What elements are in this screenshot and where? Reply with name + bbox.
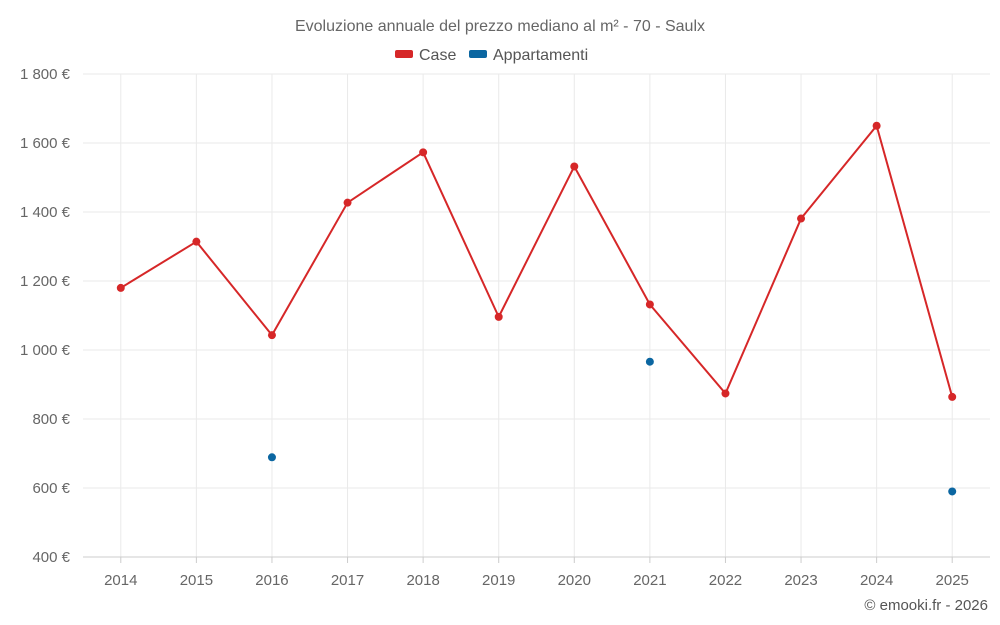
data-point-appartamenti-2021[interactable] xyxy=(645,357,654,366)
y-tick-label: 1 400 € xyxy=(20,204,71,221)
data-point-case-2015[interactable] xyxy=(192,237,201,246)
data-point-case-2016[interactable] xyxy=(267,331,276,340)
x-tick-label: 2021 xyxy=(633,572,666,589)
legend: Case Appartamenti xyxy=(395,47,588,64)
x-tick-label: 2019 xyxy=(482,572,515,589)
y-tick-label: 600 € xyxy=(32,480,70,497)
data-point-case-2019[interactable] xyxy=(494,312,503,321)
axes: 400 € 600 € 800 € 1 000 € 1 200 € 1 400 € 1 60… xyxy=(20,66,990,589)
y-tick-label: 800 € xyxy=(32,411,70,428)
legend-swatch-appartamenti xyxy=(469,50,487,58)
grid xyxy=(83,73,990,558)
legend-label-case: Case xyxy=(419,47,456,64)
y-tick-label: 1 800 € xyxy=(20,66,71,83)
x-tick-label: 2025 xyxy=(936,572,969,589)
x-tick-label: 2018 xyxy=(406,572,439,589)
x-tick-label: 2015 xyxy=(180,572,213,589)
data-point-case-2023[interactable] xyxy=(797,214,806,223)
y-tick-label: 400 € xyxy=(32,549,70,566)
x-tick-label: 2014 xyxy=(104,572,137,589)
x-tick-label: 2022 xyxy=(709,572,742,589)
x-tick-label: 2020 xyxy=(558,572,591,589)
x-tick-label: 2023 xyxy=(784,572,817,589)
x-tick-label: 2016 xyxy=(255,572,288,589)
series-line-case xyxy=(120,124,954,398)
data-point-case-2014[interactable] xyxy=(116,283,125,292)
y-tick-label: 1 200 € xyxy=(20,273,71,290)
data-point-case-2018[interactable] xyxy=(419,148,428,157)
data-point-appartamenti-2025[interactable] xyxy=(948,487,957,496)
series xyxy=(116,121,957,496)
legend-item-case[interactable]: Case xyxy=(395,47,456,64)
data-point-case-2017[interactable] xyxy=(343,198,352,207)
x-tick-label: 2024 xyxy=(860,572,893,589)
chart-title: Evoluzione annuale del prezzo mediano al… xyxy=(295,18,705,35)
legend-swatch-case xyxy=(395,50,413,58)
data-point-case-2025[interactable] xyxy=(948,392,957,401)
y-tick-label: 1 000 € xyxy=(20,342,71,359)
credit-text: © emooki.fr - 2026 xyxy=(864,597,988,614)
data-point-case-2024[interactable] xyxy=(872,121,881,130)
data-point-case-2020[interactable] xyxy=(570,162,579,171)
legend-label-appartamenti: Appartamenti xyxy=(493,47,588,64)
x-tick-label: 2017 xyxy=(331,572,364,589)
data-point-case-2021[interactable] xyxy=(645,300,654,309)
data-point-case-2022[interactable] xyxy=(721,389,730,398)
data-point-appartamenti-2016[interactable] xyxy=(267,453,276,462)
y-tick-label: 1 600 € xyxy=(20,135,71,152)
legend-item-appartamenti[interactable]: Appartamenti xyxy=(469,47,588,64)
